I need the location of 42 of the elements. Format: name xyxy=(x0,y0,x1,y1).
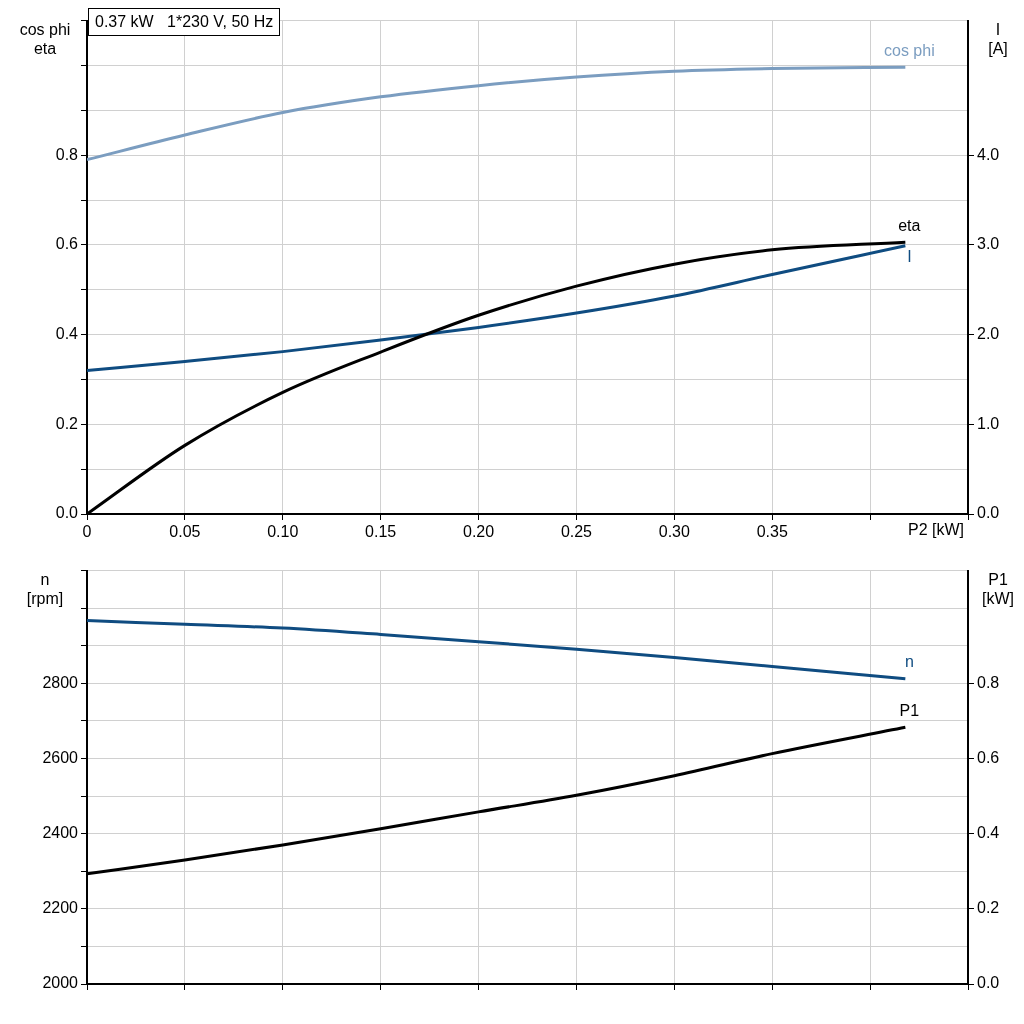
line-series xyxy=(87,619,907,681)
y-tick-label: 2800 xyxy=(42,673,79,691)
y2-tick-label: 4.0 xyxy=(977,145,1000,163)
y2-tick-label: 2.0 xyxy=(977,324,1000,342)
x-axis-title: P2 [kW] xyxy=(907,521,964,539)
chart-title: 0.37 kW 1*230 V, 50 Hz xyxy=(88,8,281,36)
y-axis-title: cos phi eta xyxy=(19,21,71,58)
y-tick-label: 0.6 xyxy=(55,235,79,253)
y2-tick-label: 0.8 xyxy=(977,673,1000,691)
series-label: eta xyxy=(898,216,921,234)
y-axis-title: n [rpm] xyxy=(26,571,64,608)
series-label: n xyxy=(904,653,914,671)
x-tick-label: 0 xyxy=(82,523,92,541)
y-tick-label: 2400 xyxy=(42,824,79,842)
y-tick-label: 0.0 xyxy=(55,504,79,522)
y-tick-label: 0.2 xyxy=(55,414,79,432)
y2-axis-title: I [A] xyxy=(988,21,1008,58)
series-label: I xyxy=(907,248,912,266)
series-label: cos phi xyxy=(884,41,935,59)
y2-tick-label: 0.0 xyxy=(977,974,1000,992)
y-tick-label: 0.4 xyxy=(55,324,79,342)
y2-tick-label: 0.6 xyxy=(977,748,1000,766)
y2-tick-label: 0.2 xyxy=(977,899,1000,917)
x-tick-label: 0.25 xyxy=(560,523,593,541)
line-series xyxy=(87,65,907,162)
y2-tick-label: 3.0 xyxy=(977,235,1000,253)
y-tick-label: 2600 xyxy=(42,748,79,766)
y-tick-label: 2200 xyxy=(42,899,79,917)
x-tick-label: 0.05 xyxy=(169,523,201,541)
x-tick-label: 0.15 xyxy=(365,523,397,541)
y2-tick-label: 0.0 xyxy=(977,504,1000,522)
y-tick-label: 2000 xyxy=(42,974,79,992)
x-tick-label: 0.35 xyxy=(756,523,788,541)
x-tick-label: 0.30 xyxy=(658,523,691,541)
y2-axis-title: P1 [kW] xyxy=(982,571,1014,608)
y-tick-label: 0.8 xyxy=(55,145,79,163)
x-tick-label: 0.20 xyxy=(462,523,495,541)
series-label: P1 xyxy=(899,701,920,719)
y2-tick-label: 0.4 xyxy=(977,824,1000,842)
line-series xyxy=(87,244,907,372)
x-tick-label: 0.10 xyxy=(267,523,299,541)
y2-tick-label: 1.0 xyxy=(977,414,1000,432)
